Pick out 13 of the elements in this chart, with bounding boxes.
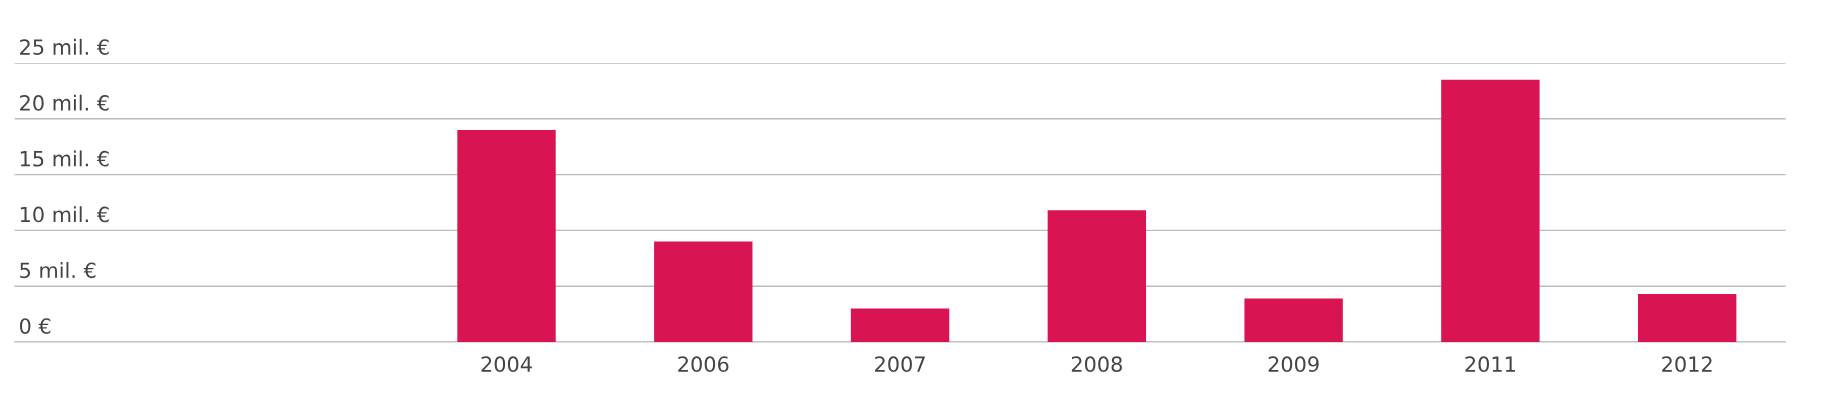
x-tick-label: 2009 — [1268, 356, 1319, 373]
y-tick-label: 10 mil. € — [20, 206, 109, 223]
x-tick-label: 2006 — [678, 356, 729, 373]
y-tick-label: 20 mil. € — [20, 94, 109, 111]
y-tick-label: 0 € — [19, 318, 51, 334]
y-tick-label: 5 mil. € — [20, 262, 96, 279]
y-tick-label: 25 mil. € — [20, 38, 109, 55]
x-tick-label: 2012 — [1662, 356, 1712, 373]
y-tick-label: 15 mil. € — [20, 150, 109, 167]
x-tick-label: 2011 — [1465, 356, 1515, 373]
x-tick-label: 2007 — [875, 356, 925, 373]
x-tick-label: 2004 — [481, 356, 532, 373]
x-tick-label: 2008 — [1071, 356, 1122, 373]
